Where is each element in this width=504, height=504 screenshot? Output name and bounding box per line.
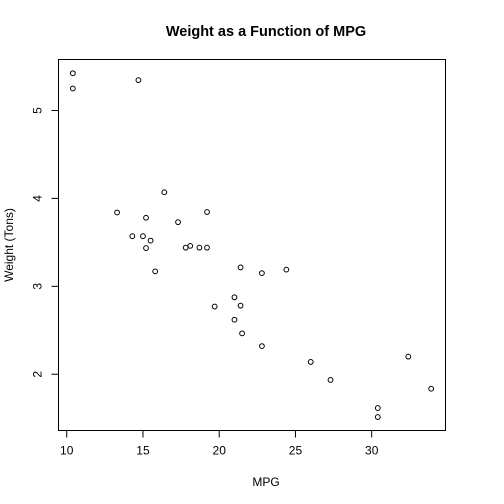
- data-point: [140, 233, 146, 240]
- data-point: [161, 189, 168, 196]
- y-tick-label: 4: [31, 195, 45, 202]
- data-point: [69, 70, 76, 77]
- y-axis-label: Weight (Tons): [2, 208, 16, 282]
- data-point: [196, 244, 203, 251]
- data-point: [143, 214, 149, 221]
- y-tick-label: 5: [31, 107, 45, 114]
- data-point: [135, 77, 142, 84]
- plot-frame: [58, 59, 446, 431]
- data-point: [405, 353, 412, 360]
- data-point: [231, 316, 238, 323]
- x-tick-label: 10: [60, 444, 74, 458]
- data-point: [259, 343, 265, 350]
- data-point: [182, 244, 189, 251]
- data-point: [204, 209, 210, 215]
- data-point: [283, 266, 290, 273]
- data-point: [259, 270, 265, 277]
- x-tick-label: 25: [289, 444, 303, 458]
- y-axis: 2 3 4 5: [31, 107, 59, 378]
- data-point: [147, 237, 154, 244]
- x-axis: 10 15 20 25 30: [60, 430, 379, 458]
- data-point: [237, 302, 244, 309]
- data-point: [69, 85, 76, 92]
- chart-title: Weight as a Function of MPG: [166, 24, 366, 40]
- x-tick-label: 30: [365, 444, 379, 458]
- data-point: [129, 233, 136, 240]
- data-point: [239, 330, 245, 337]
- x-axis-label: MPG: [252, 475, 279, 489]
- x-tick-label: 20: [213, 444, 227, 458]
- y-tick-label: 2: [31, 371, 45, 378]
- data-point: [231, 294, 238, 301]
- data-point: [307, 359, 314, 365]
- data-point: [152, 268, 159, 275]
- data-point: [114, 209, 120, 216]
- data-point: [211, 303, 218, 310]
- data-point: [204, 244, 210, 251]
- data-points: [69, 70, 435, 420]
- data-point: [428, 385, 435, 392]
- y-tick-label: 3: [31, 283, 45, 290]
- data-point: [374, 405, 381, 411]
- data-point: [327, 377, 334, 383]
- data-point: [374, 414, 381, 420]
- data-point: [237, 264, 244, 271]
- x-tick-label: 15: [136, 444, 150, 458]
- data-point: [143, 245, 149, 251]
- data-point: [175, 219, 181, 226]
